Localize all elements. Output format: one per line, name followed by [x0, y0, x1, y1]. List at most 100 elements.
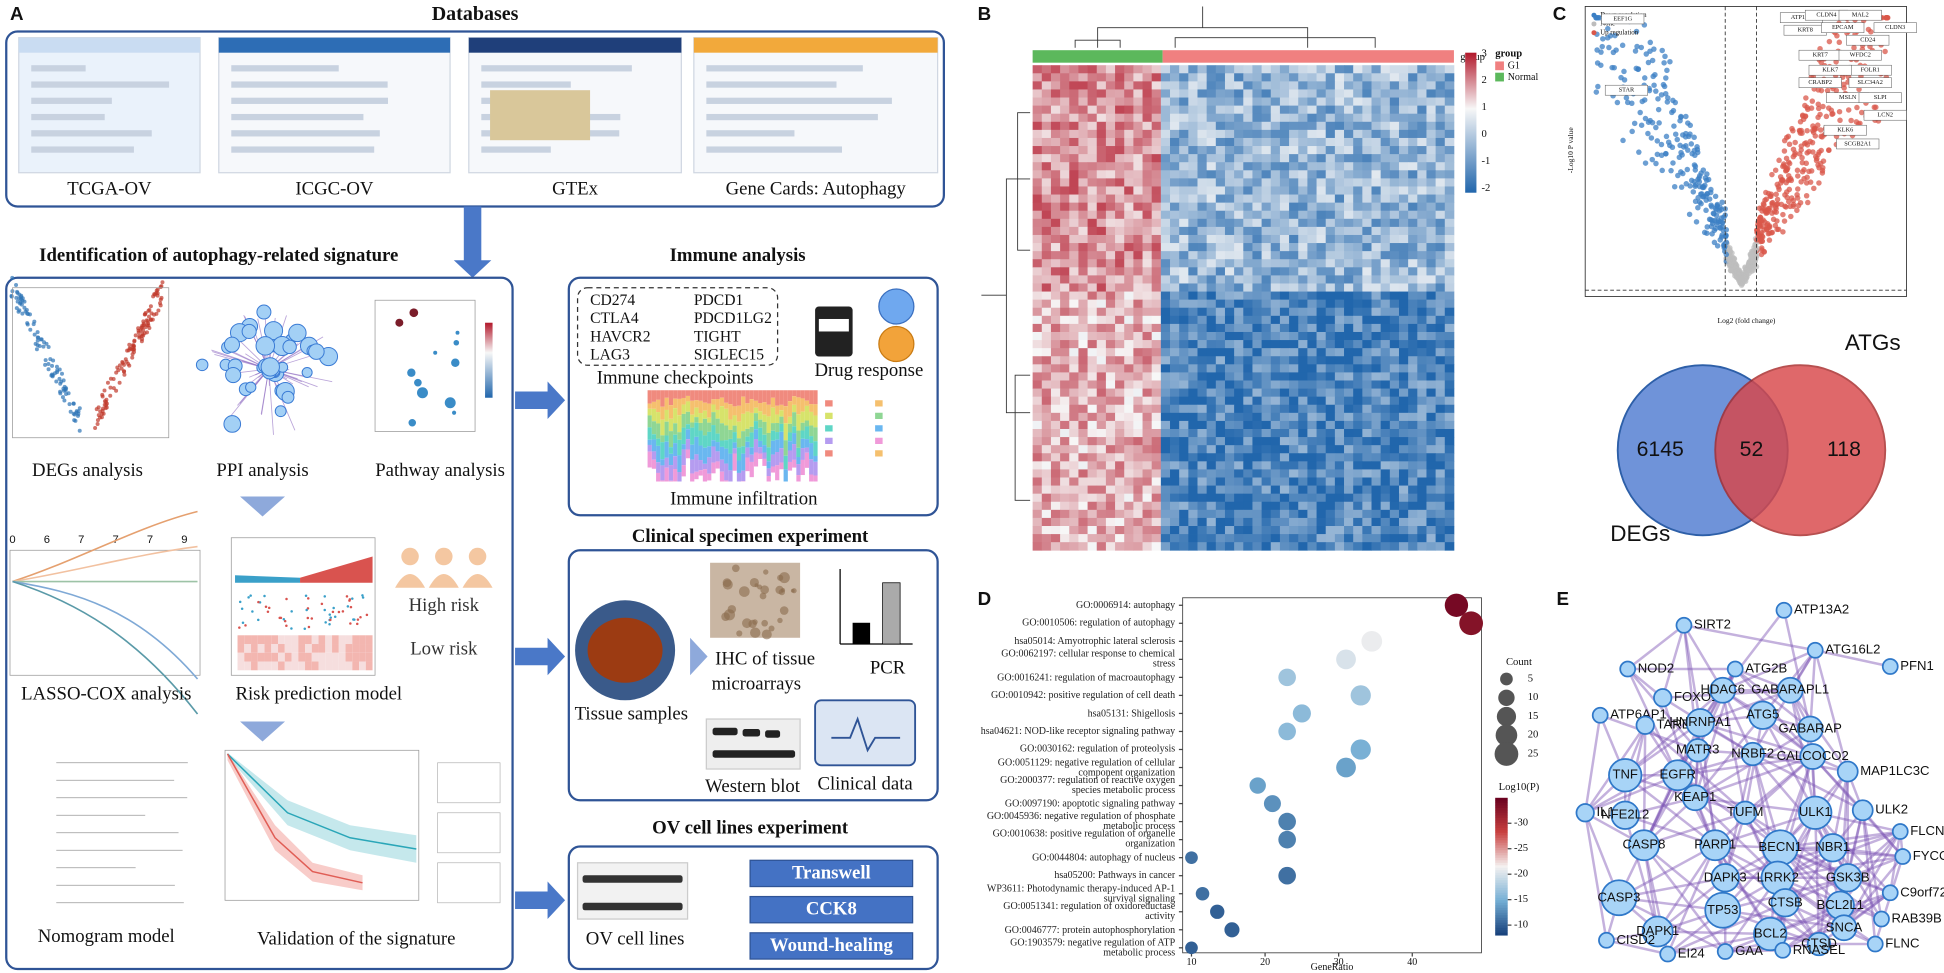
- decor-point: [1632, 121, 1638, 127]
- heatmap-cell: [1344, 534, 1354, 542]
- heatmap-cell: [1133, 292, 1143, 300]
- heatmap-cell: [1133, 219, 1143, 227]
- heatmap-cell: [1390, 502, 1400, 510]
- heatmap-cell: [1225, 178, 1235, 186]
- heatmap-cell: [1188, 114, 1198, 122]
- heatmap-cell: [1143, 178, 1153, 186]
- decor-bar: [813, 441, 817, 456]
- heatmap-cell: [1381, 445, 1391, 453]
- heatmap-cell: [1106, 340, 1116, 348]
- heatmap-cell: [1353, 316, 1363, 324]
- heatmap-cell: [1078, 243, 1088, 251]
- heatmap-cell: [1170, 211, 1180, 219]
- decor-point: [1810, 123, 1816, 129]
- heatmap-cell: [1051, 195, 1061, 203]
- decor-bar: [711, 405, 715, 413]
- heatmap-cell: [1344, 405, 1354, 413]
- decor-point: [1659, 142, 1665, 148]
- decor-point: [1683, 114, 1689, 120]
- decor-bar: [801, 430, 805, 438]
- decor-point: [17, 310, 21, 314]
- heatmap-cell: [1280, 106, 1290, 114]
- heatmap-cell: [1271, 340, 1281, 348]
- decor-point: [127, 343, 131, 347]
- heatmap-cell: [1124, 405, 1134, 413]
- heatmap-cell: [1207, 453, 1217, 461]
- heatmap-cell: [1069, 324, 1079, 332]
- heatmap-cell: [1399, 203, 1409, 211]
- colorbar-cell: [1495, 865, 1508, 868]
- heatmap-cell: [1426, 364, 1436, 372]
- decor-bar: [724, 425, 728, 440]
- decor-node: [257, 305, 271, 319]
- heatmap-cell: [1179, 162, 1189, 170]
- decor-point: [1683, 134, 1689, 140]
- heatmap-cell: [1161, 130, 1171, 138]
- heatmap-cell: [1069, 89, 1079, 97]
- decor-point: [249, 594, 252, 597]
- decor-point: [721, 612, 730, 621]
- heatmap-cell: [1344, 453, 1354, 461]
- heatmap-cell: [1252, 356, 1262, 364]
- heatmap-cell: [1115, 510, 1125, 518]
- heatmap-cell: [1051, 316, 1061, 324]
- heatmap-cell: [1307, 275, 1317, 283]
- decor-bar: [660, 459, 664, 465]
- heatmap-cell: [1216, 227, 1226, 235]
- decor-bar: [707, 446, 711, 457]
- heatmap-cell: [1170, 421, 1180, 429]
- decor-point: [1811, 130, 1817, 136]
- decor-bar: [660, 480, 664, 481]
- heatmap-cell: [1317, 275, 1327, 283]
- heatmap-cell: [1133, 243, 1143, 251]
- heatmap-cell: [1088, 380, 1098, 388]
- heatmap-cell: [1307, 292, 1317, 300]
- heatmap-cell: [1124, 122, 1134, 130]
- heatmap-cell: [1115, 170, 1125, 178]
- heatmap-cell: [1399, 542, 1409, 550]
- heatmap-cell: [1243, 98, 1253, 106]
- heatmap-cell: [1408, 502, 1418, 510]
- heatmap-cell: [1317, 267, 1327, 275]
- decor-point: [1691, 135, 1697, 141]
- heatmap-cell: [1097, 429, 1107, 437]
- heatmap-cell: [1106, 348, 1116, 356]
- heatmap-cell: [1390, 98, 1400, 106]
- decor-cell: [244, 662, 251, 671]
- heatmap-cell: [1133, 162, 1143, 170]
- heatmap-cell: [1436, 292, 1446, 300]
- heatmap-cell: [1170, 486, 1180, 494]
- decor-bar: [677, 455, 681, 472]
- heatmap-cell: [1225, 170, 1235, 178]
- heatmap-cell: [1143, 195, 1153, 203]
- heatmap-cell: [1362, 364, 1372, 372]
- decor-point: [1707, 217, 1713, 223]
- heatmap-cell: [1344, 283, 1354, 291]
- heatmap-cell: [1326, 389, 1336, 397]
- heatmap-cell: [1234, 389, 1244, 397]
- heatmap-cell: [1408, 259, 1418, 267]
- heatmap-cell: [1353, 502, 1363, 510]
- heatmap-cell: [1078, 324, 1088, 332]
- heatmap-cell: [1335, 494, 1345, 502]
- heatmap-cell: [1088, 138, 1098, 146]
- decor-bar: [758, 411, 762, 419]
- legend-label: 10: [1528, 692, 1539, 703]
- heatmap-cell: [1106, 211, 1116, 219]
- decor-point: [241, 607, 244, 610]
- heatmap-cell: [1390, 364, 1400, 372]
- decor-point: [151, 294, 155, 298]
- heatmap-cell: [1188, 283, 1198, 291]
- heatmap-cell: [1317, 292, 1327, 300]
- heatmap-cell: [1262, 429, 1272, 437]
- heatmap-cell: [1417, 502, 1427, 510]
- heatmap-cell: [1216, 114, 1226, 122]
- decor-bar: [652, 409, 656, 421]
- decor-bar: [665, 458, 669, 468]
- heatmap-cell: [1417, 65, 1427, 73]
- heatmap-cell: [1243, 518, 1253, 526]
- heatmap-cell: [1307, 486, 1317, 494]
- decor-bar: [716, 390, 720, 399]
- decor-point: [1663, 75, 1669, 81]
- colorbar-cell: [1495, 830, 1508, 833]
